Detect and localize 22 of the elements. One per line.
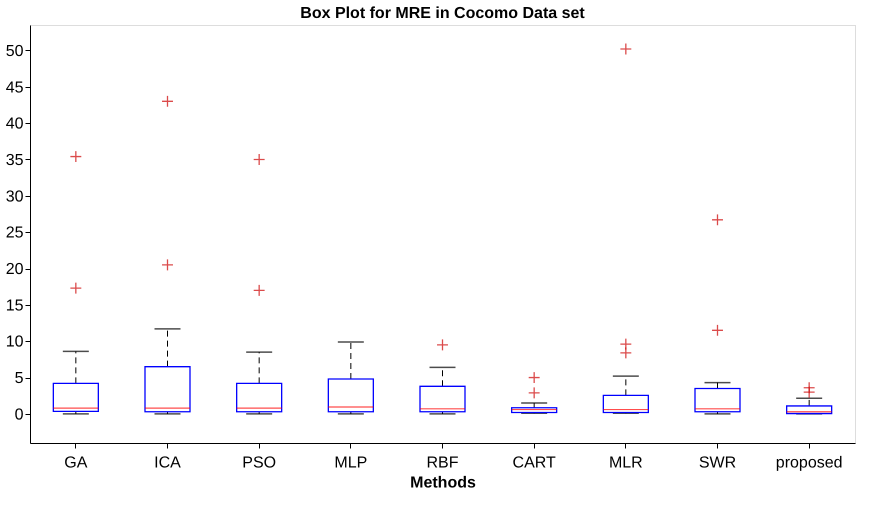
x-tick-label: CART <box>512 454 556 472</box>
chart-title: Box Plot for MRE in Cocomo Data set <box>300 5 586 22</box>
x-tick-label: GA <box>64 454 88 472</box>
y-tick-label: 50 <box>6 42 24 60</box>
x-tick-label: PSO <box>242 454 276 472</box>
x-tick-label: RBF <box>426 454 459 472</box>
y-tick-label: 0 <box>14 406 24 424</box>
y-tick-label: 15 <box>6 297 24 314</box>
y-tick-label: 45 <box>6 79 24 96</box>
y-tick-label: 25 <box>6 224 24 242</box>
x-tick-label: proposed <box>776 454 843 472</box>
y-tick-label: 10 <box>6 334 24 351</box>
y-tick-label: 5 <box>14 370 24 388</box>
x-tick-label: ICA <box>154 454 182 472</box>
x-axis-title: Methods <box>410 474 476 492</box>
x-tick-label: MLP <box>334 454 368 472</box>
y-tick-label: 40 <box>6 116 24 133</box>
y-tick-label: 35 <box>6 152 24 169</box>
y-tick-label: 20 <box>6 261 24 278</box>
x-tick-label: SWR <box>698 454 736 472</box>
x-tick-label: MLR <box>608 454 643 472</box>
y-tick-label: 30 <box>6 188 24 206</box>
